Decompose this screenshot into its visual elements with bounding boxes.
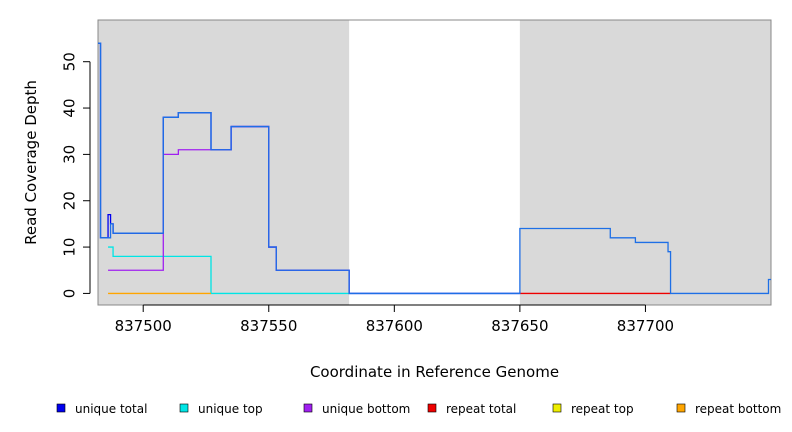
series-layer [98, 42, 771, 295]
y-tick-label: 30 [61, 145, 79, 164]
legend-label: unique total [75, 402, 147, 416]
y-tick-label: 50 [61, 52, 79, 71]
x-axis: 837500 837550 837600 837650 837700 [115, 304, 674, 335]
y-tick-label: 10 [61, 238, 79, 257]
series-line-total-coverage [98, 42, 771, 295]
x-axis-title: Coordinate in Reference Genome [310, 363, 559, 381]
legend-swatch [179, 403, 189, 413]
legend-swatch [303, 403, 313, 413]
legend-item-repeat-bottom: repeat bottom [676, 402, 781, 416]
legend-item-unique-bottom: unique bottom [303, 402, 410, 416]
legend-item-unique-top: unique top [179, 402, 263, 416]
y-tick-label: 40 [61, 99, 79, 118]
y-axis: 0 10 20 30 40 50 [61, 52, 91, 298]
legend-label: unique bottom [322, 402, 410, 416]
legend-label: repeat bottom [695, 402, 781, 416]
legend-swatch [676, 403, 686, 413]
x-tick-label: 837700 [617, 317, 674, 335]
x-tick-label: 837650 [491, 317, 548, 335]
legend-swatch [552, 403, 562, 413]
y-tick-label: 20 [61, 191, 79, 210]
legend: unique total unique top unique bottom repea… [56, 402, 781, 416]
legend-swatch [427, 403, 437, 413]
legend-label: repeat total [446, 402, 516, 416]
legend-item-repeat-top: repeat top [552, 402, 634, 416]
series-line-unique-top [108, 246, 350, 295]
x-tick-label: 837600 [366, 317, 423, 335]
legend-label: unique top [198, 402, 263, 416]
shaded-region-2 [519, 20, 771, 305]
y-axis-title: Read Coverage Depth [22, 80, 40, 245]
shaded-region-1 [98, 20, 350, 305]
x-tick-label: 837550 [240, 317, 297, 335]
y-tick-label: 0 [61, 289, 79, 299]
legend-item-unique-total: unique total [56, 402, 147, 416]
x-tick-label: 837500 [115, 317, 172, 335]
legend-label: repeat top [571, 402, 634, 416]
legend-item-repeat-total: repeat total [427, 402, 516, 416]
legend-swatch [56, 403, 66, 413]
shaded-regions [98, 20, 771, 305]
